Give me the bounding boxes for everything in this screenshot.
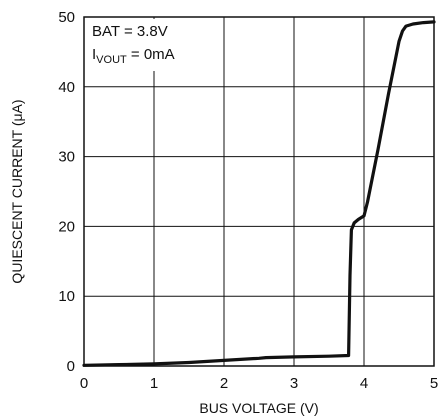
x-tick-label: 4 bbox=[360, 375, 368, 392]
y-tick-label: 50 bbox=[58, 9, 75, 26]
annotation-background bbox=[86, 19, 196, 71]
grid bbox=[84, 17, 434, 366]
annotation-current-subscript: VOUT bbox=[96, 54, 127, 66]
y-tick-label: 10 bbox=[58, 288, 75, 305]
x-tick-label: 5 bbox=[430, 375, 438, 392]
annotation-current-value: = 0mA bbox=[127, 46, 175, 63]
annotation-battery: BAT = 3.8V bbox=[92, 23, 168, 40]
y-tick-label: 0 bbox=[67, 358, 75, 375]
series-line bbox=[82, 20, 436, 367]
annotation-output-current: IVOUT = 0mA bbox=[92, 46, 175, 66]
y-axis-label: QUIESCENT CURRENT (μA) bbox=[9, 99, 25, 283]
annotation-current-symbol: I bbox=[92, 46, 96, 63]
y-tick-label: 30 bbox=[58, 149, 75, 166]
x-tick-label: 1 bbox=[150, 375, 158, 392]
x-tick-label: 2 bbox=[220, 375, 228, 392]
y-tick-label: 40 bbox=[58, 79, 75, 96]
y-tick-labels: 0 10 20 30 40 50 bbox=[58, 9, 75, 375]
y-tick-label: 20 bbox=[58, 218, 75, 235]
x-axis-label: BUS VOLTAGE (V) bbox=[199, 400, 318, 416]
plot-frame bbox=[83, 16, 435, 367]
x-tick-label: 0 bbox=[80, 375, 88, 392]
x-tick-labels: 0 1 2 3 4 5 bbox=[80, 375, 438, 392]
x-tick-label: 3 bbox=[290, 375, 298, 392]
